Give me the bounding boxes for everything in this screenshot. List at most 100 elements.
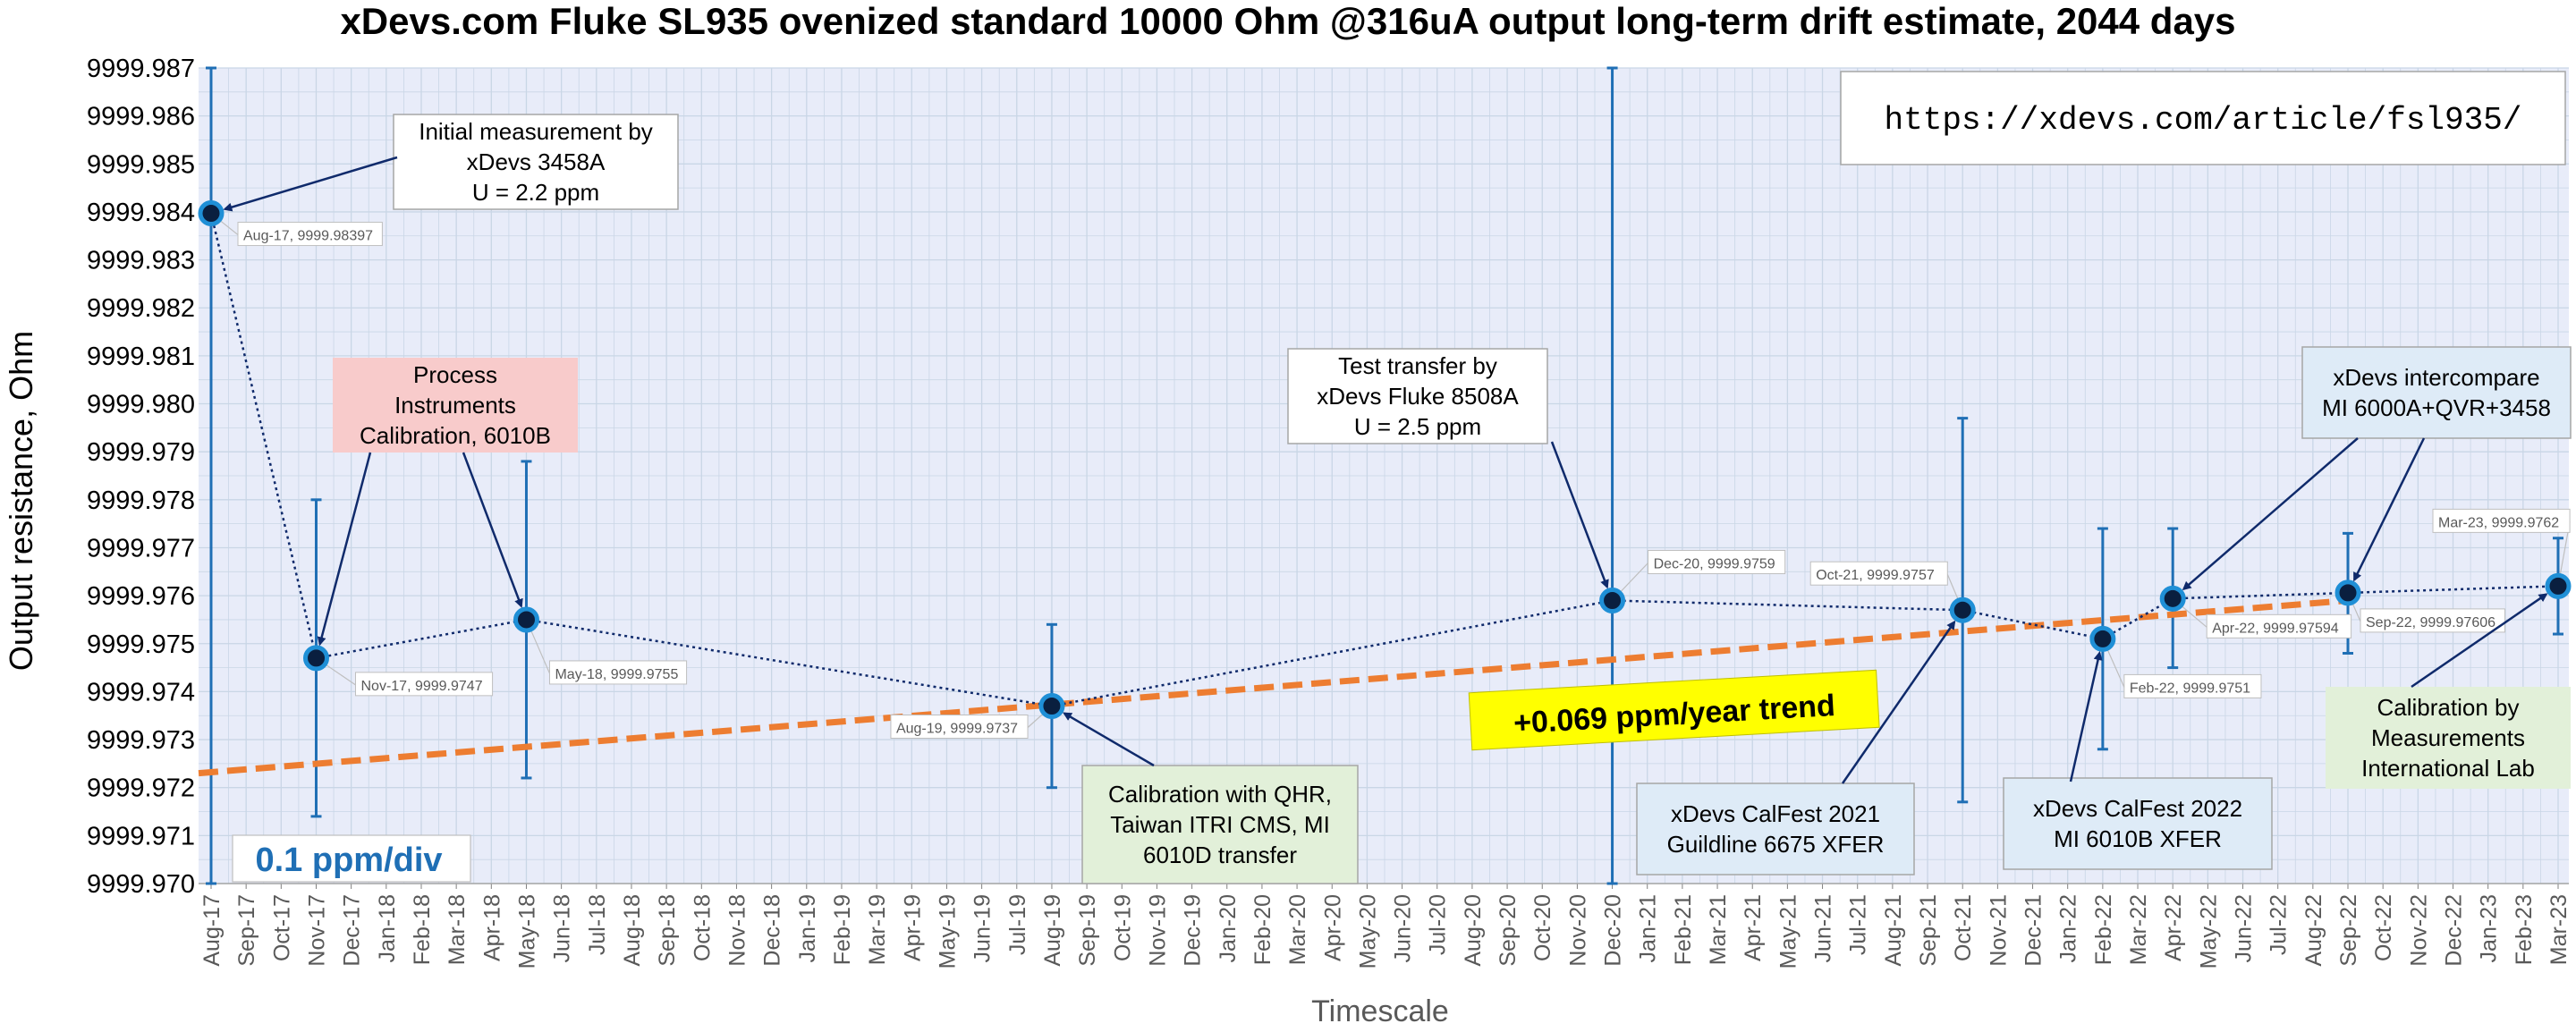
trend-label-box [1468, 669, 1880, 751]
x-tick-label: Mar-19 [865, 894, 890, 965]
annotation-text: MI 6000A+QVR+3458 [2322, 394, 2551, 421]
data-label-box [890, 715, 1029, 740]
x-tick-label: Jun-18 [550, 894, 575, 962]
annotation-box [1287, 348, 1548, 444]
x-tick-label: Mar-22 [2126, 894, 2151, 965]
x-tick-label: Dec-20 [1601, 894, 1626, 967]
x-tick-label: Dec-22 [2442, 894, 2467, 967]
y-tick-label: 9999.978 [87, 486, 195, 515]
x-tick-label: Mar-23 [2546, 894, 2572, 965]
x-tick-label: Aug-22 [2301, 894, 2326, 967]
x-tick-label: Oct-17 [269, 894, 294, 961]
x-tick-label: Mar-18 [445, 894, 470, 965]
data-label-text: Feb-22, 9999.9751 [2130, 681, 2250, 696]
x-tick-label: Jan-18 [375, 894, 400, 962]
annotation-text: Guildline 6675 XFER [1667, 831, 1885, 858]
x-tick-label: Apr-22 [2161, 894, 2186, 961]
x-tick-label: Jan-19 [795, 894, 820, 962]
scale-note-text: 0.1 ppm/div [255, 842, 442, 879]
x-tick-label: Apr-20 [1320, 894, 1345, 961]
annotation: Calibration by Measurements International … [2326, 593, 2571, 789]
y-tick-label: 9999.976 [87, 582, 195, 611]
y-tick-label: 9999.984 [87, 199, 195, 227]
data-label: Aug-17, 9999.98397 [210, 213, 383, 247]
x-tick-label: May-18 [514, 894, 539, 969]
annotation-text: U = 2.5 ppm [1354, 413, 1481, 440]
x-tick-label: Jul-19 [1005, 894, 1030, 955]
data-label-box [2432, 508, 2571, 533]
annotation-text: MI 6010B XFER [2054, 825, 2222, 852]
data-marker [1599, 587, 1626, 613]
annotation: xDevs CalFest 2022 MI 6010B XFER [2003, 651, 2273, 870]
annotation-text: International Lab [2361, 755, 2535, 782]
annotation-box [2326, 687, 2571, 789]
x-tick-label: Aug-18 [620, 894, 645, 967]
data-label: Apr-22, 9999.97594 [2172, 597, 2352, 639]
x-tick-label: May-21 [1775, 894, 1801, 969]
data-marker [2334, 579, 2361, 606]
annotation-box [2301, 346, 2572, 439]
data-label-box [2206, 613, 2352, 639]
data-marker [302, 645, 329, 672]
x-tick-label: Jan-20 [1216, 894, 1241, 962]
x-tick-label: Sep-17 [234, 894, 259, 967]
x-tick-label: Mar-20 [1285, 894, 1310, 965]
x-tick-label: Nov-22 [2406, 894, 2431, 967]
x-tick-label: Dec-21 [2021, 894, 2046, 967]
x-tick-label: Oct-21 [1951, 894, 1976, 961]
data-label-box [1648, 549, 1786, 574]
annotation-text: Process [413, 361, 497, 388]
x-tick-label: Jan-21 [1636, 894, 1661, 962]
data-label-text: Nov-17, 9999.9747 [360, 679, 482, 694]
x-tick-label: Oct-18 [690, 894, 715, 961]
x-tick-label: Jun-21 [1811, 894, 1836, 962]
data-marker [2545, 572, 2572, 599]
annotation-arrow [2182, 437, 2359, 591]
x-tick-label: Nov-19 [1145, 894, 1170, 967]
data-label-text: Aug-19, 9999.9737 [896, 722, 1018, 737]
x-tick-label: Sep-22 [2336, 894, 2361, 967]
annotation: Initial measurement by xDevs 3458A U = 2.2… [223, 114, 679, 212]
data-marker [198, 200, 225, 227]
data-label-text: Dec-20, 9999.9759 [1654, 556, 1775, 571]
annotation-text: Measurements [2371, 724, 2525, 751]
x-tick-label: Nov-20 [1565, 894, 1590, 967]
annotation: xDevs intercompare MI 6000A+QVR+3458 [2182, 346, 2572, 591]
data-label-text: Mar-23, 9999.9762 [2438, 515, 2559, 530]
x-tick-label: Feb-23 [2512, 894, 2537, 965]
x-tick-label: Nov-21 [1986, 894, 2011, 967]
trend-line [198, 596, 2349, 777]
annotation-text: Test transfer by [1338, 352, 1497, 379]
data-label-text: Apr-22, 9999.97594 [2212, 621, 2339, 636]
annotation: xDevs CalFest 2021 Guildline 6675 XFER [1636, 620, 1956, 876]
x-tick-label: Oct-20 [1530, 894, 1555, 961]
annotation: Calibration with QHR, Taiwan ITRI CMS, MI… [1063, 712, 1359, 884]
data-label-box [354, 672, 494, 697]
x-tick-label: Jun-20 [1391, 894, 1416, 962]
x-tick-label: May-19 [935, 894, 960, 969]
y-tick-label: 9999.983 [87, 247, 195, 275]
annotation-arrow [2352, 437, 2426, 582]
annotation-text: 6010D transfer [1143, 842, 1297, 868]
y-tick-label: 9999.977 [87, 534, 195, 563]
x-tick-label: Jul-20 [1426, 894, 1451, 955]
annotation-text: xDevs intercompare [2333, 364, 2539, 391]
x-tick-label: Dec-19 [1181, 894, 1206, 967]
data-marker [1038, 693, 1065, 720]
y-tick-label: 9999.975 [87, 630, 195, 659]
plot-area: 9999.970 9999.971 9999.972 9999.973 9999.974… [87, 55, 2572, 969]
annotation-box [1081, 765, 1359, 884]
x-tick-label: Sep-18 [655, 894, 680, 967]
x-tick-label: Dec-18 [760, 894, 785, 967]
y-tick-label: 9999.972 [87, 774, 195, 803]
annotation-text: Instruments [394, 392, 516, 419]
y-tick-label: 9999.985 [87, 150, 195, 179]
data-label: Feb-22, 9999.9751 [2102, 639, 2262, 698]
annotation-box [2003, 777, 2273, 870]
data-marker [1949, 596, 1976, 623]
annotation-text: Calibration by [2377, 694, 2520, 721]
x-tick-label: Apr-21 [1741, 894, 1766, 961]
x-tick-label: Jul-22 [2267, 894, 2292, 955]
y-tick-label: 9999.982 [87, 294, 195, 323]
